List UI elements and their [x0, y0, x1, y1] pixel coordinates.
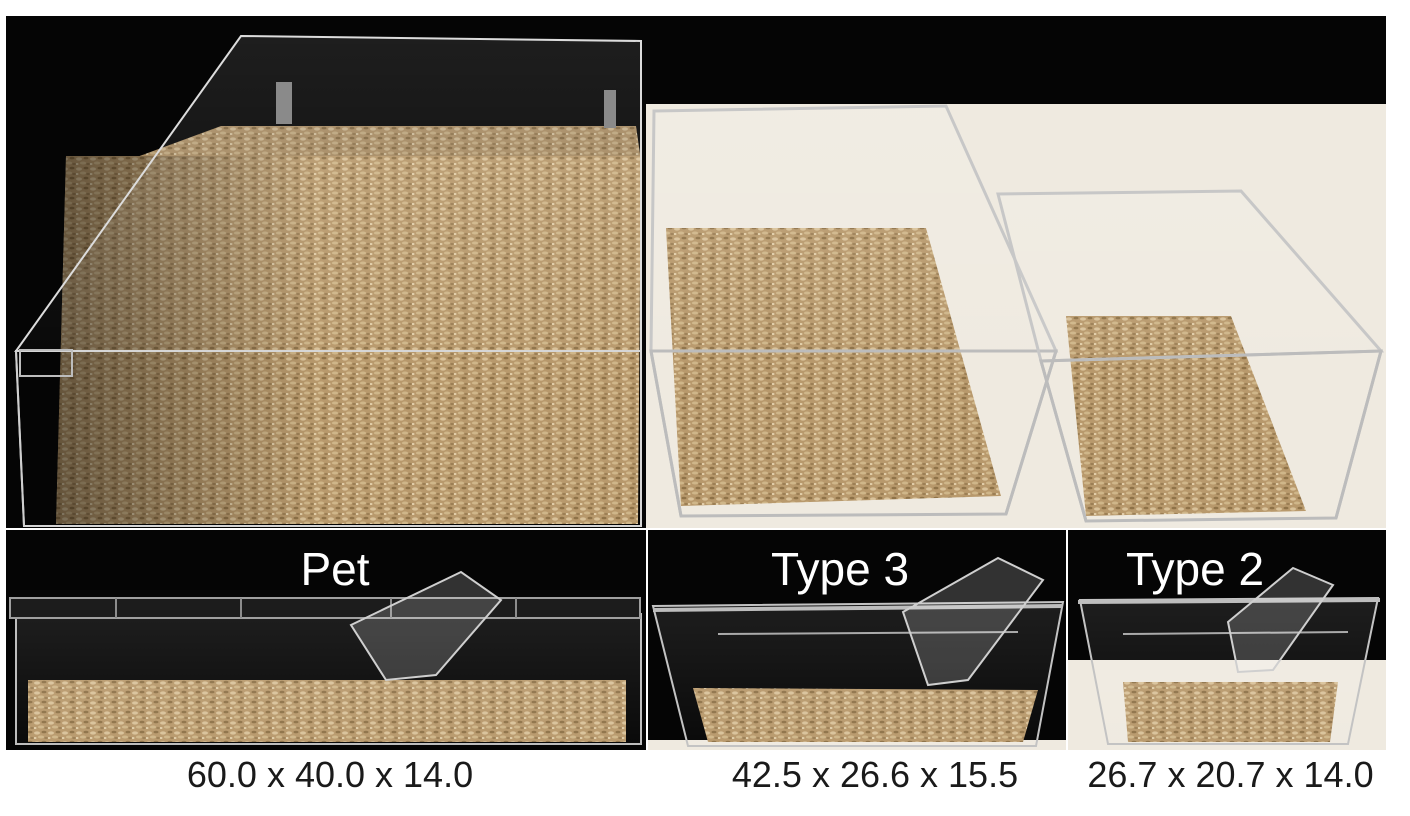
- type-cages-top-photo: [646, 16, 1386, 528]
- type2-cage-front-photo: [1068, 530, 1386, 750]
- cage-label-type3: Type 3: [770, 543, 910, 595]
- cage-dimensions-pet: 60.0 x 40.0 x 14.0: [186, 754, 474, 795]
- cage-label-pet: Pet: [300, 543, 370, 595]
- pet-cage-front-photo: [6, 530, 646, 750]
- cage-dimensions-type3: 42.5 x 26.6 x 15.5: [731, 754, 1019, 795]
- cage-dimensions-type2: 26.7 x 20.7 x 14.0: [1087, 754, 1374, 795]
- cage-label-type2: Type 2: [1125, 543, 1265, 595]
- pet-cage-top-photo: [6, 16, 646, 528]
- type3-cage-front-photo: [648, 530, 1066, 750]
